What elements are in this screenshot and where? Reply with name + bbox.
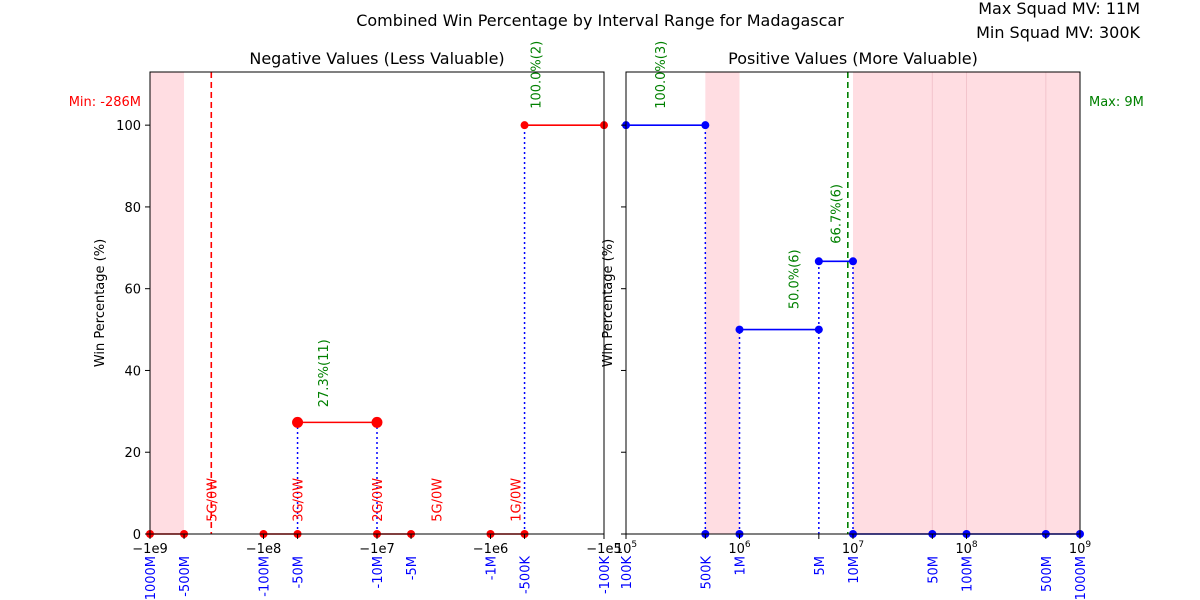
- x-tick-label-base: 10: [728, 542, 745, 557]
- min-marker-label: Min: -286M: [69, 95, 141, 110]
- x-tick-value-label: 5M: [813, 556, 828, 576]
- x-tick-value-label: -5M: [405, 556, 420, 580]
- y-tick-label: 20: [124, 446, 141, 461]
- data-label: 2G/0W: [371, 478, 386, 522]
- data-point: [520, 121, 529, 130]
- data-point: [292, 416, 304, 428]
- x-tick-value-label: 500M: [1040, 556, 1055, 592]
- x-tick-label: −1e8: [246, 542, 281, 557]
- data-label: 5G/0W: [205, 478, 220, 522]
- y-axis-label: Win Percentage (%): [601, 239, 616, 367]
- x-tick-label: −1e9: [132, 542, 167, 557]
- data-label: 1G/0W: [510, 478, 525, 522]
- data-label: 3G/0W: [292, 478, 307, 522]
- data-label: 100.0%(2): [530, 41, 545, 109]
- x-tick-value-label: -100M: [258, 556, 273, 597]
- data-point: [735, 325, 744, 334]
- x-tick-value-label: 100M: [961, 556, 976, 592]
- data-point: [814, 325, 823, 334]
- x-tick-label-exponent: 5: [631, 540, 637, 550]
- y-tick-label: 80: [124, 201, 141, 216]
- x-tick-value-label: -100K: [598, 556, 613, 595]
- x-tick-label-base: 10: [842, 542, 859, 557]
- x-tick-value-label: -1M: [485, 556, 500, 580]
- x-tick-value-label: -10M: [371, 556, 386, 588]
- x-tick-value-label: 100K: [620, 556, 635, 590]
- x-tick-label: −1e7: [359, 542, 394, 557]
- x-tick-label: −1e5: [586, 542, 621, 557]
- x-tick-value-label: 50M: [926, 556, 941, 584]
- plot-frame: [149, 71, 605, 535]
- figure-title: Combined Win Percentage by Interval Rang…: [356, 11, 844, 30]
- data-label: 50.0%(6): [788, 249, 803, 309]
- y-tick-label: 0: [133, 528, 141, 543]
- x-tick-value-label: 500K: [699, 556, 714, 590]
- panel-title: Negative Values (Less Valuable): [249, 49, 504, 68]
- x-tick-label-base: 10: [955, 542, 972, 557]
- data-point: [701, 121, 710, 130]
- max-marker-label: Max: 9M: [1089, 95, 1144, 110]
- min-squad-mv: Min Squad MV: 300K: [976, 23, 1140, 42]
- y-tick-label: 100: [116, 119, 141, 134]
- x-tick-value-label: -500M: [178, 556, 193, 597]
- x-tick-label-exponent: 6: [745, 540, 751, 550]
- x-tick-label-base: 10: [1069, 542, 1086, 557]
- shaded-range: [150, 72, 185, 534]
- data-label: 27.3%(11): [317, 339, 332, 407]
- shaded-range: [705, 72, 740, 534]
- x-tick-value-label: -1000M: [144, 556, 159, 600]
- x-tick-value-label: -500K: [519, 556, 534, 595]
- x-tick-label: 105: [615, 540, 637, 557]
- x-tick-label-exponent: 9: [1085, 540, 1091, 550]
- x-tick-value-label: -50M: [292, 556, 307, 588]
- data-point: [371, 416, 383, 428]
- y-tick-label: 60: [124, 283, 141, 298]
- data-point: [814, 257, 823, 266]
- x-tick-label-exponent: 7: [858, 540, 864, 550]
- y-axis-label: Win Percentage (%): [93, 239, 108, 367]
- x-tick-label: 108: [955, 540, 978, 557]
- data-label: 100.0%(3): [654, 41, 669, 109]
- x-tick-label: 106: [728, 540, 751, 557]
- panel-title: Positive Values (More Valuable): [728, 49, 978, 68]
- x-tick-label: −1e6: [473, 542, 508, 557]
- data-point: [849, 257, 857, 266]
- x-tick-value-label: 10M: [847, 556, 862, 584]
- y-tick-label: 40: [124, 364, 141, 379]
- x-tick-value-label: 1M: [734, 556, 749, 576]
- data-label: 5G/0W: [430, 478, 445, 522]
- x-tick-label-exponent: 8: [972, 540, 978, 550]
- positive-values-chart: Max: 9M 100.0%(3) 50.0%(6) 66.7%(6) Win Perc…: [601, 41, 1144, 600]
- x-tick-label-base: 10: [615, 542, 632, 557]
- x-tick-value-label: 1000M: [1074, 556, 1089, 600]
- x-tick-label: 107: [842, 540, 864, 557]
- data-label: 66.7%(6): [829, 184, 844, 244]
- max-squad-mv: Max Squad MV: 11M: [978, 0, 1140, 18]
- x-tick-label: 109: [1069, 540, 1092, 557]
- negative-values-chart: Min: -286M 5G/0W 3G/0W 27.3%(11) 2G/0W 5G/0W 1…: [69, 41, 622, 600]
